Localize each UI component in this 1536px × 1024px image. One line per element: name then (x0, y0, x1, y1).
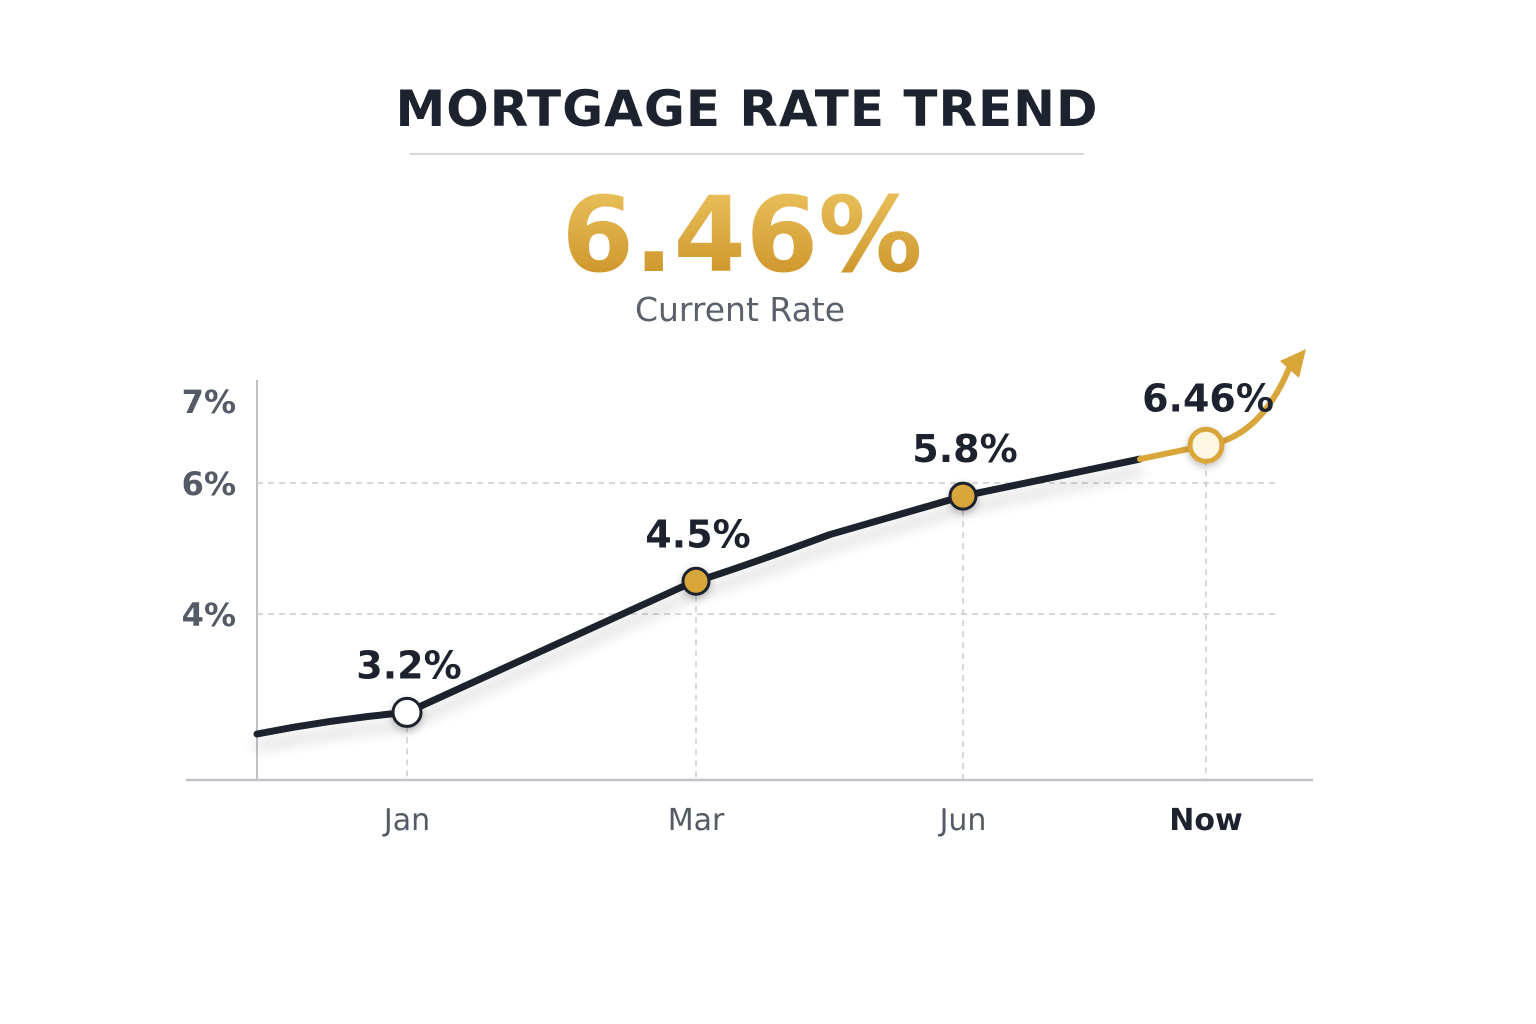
x-tick-label-mar: Mar (668, 803, 725, 838)
data-point-now (1187, 426, 1225, 464)
chart-title: MORTGAGE RATE TREND (395, 80, 1099, 138)
x-tick-label-jun: Jun (938, 803, 987, 838)
current-rate-value: 6.46% (0, 178, 1484, 293)
title-divider (410, 153, 1084, 155)
x-tick-label-now: Now (1169, 803, 1242, 838)
data-point-jun (948, 481, 978, 511)
y-tick-label-2: 7% (182, 383, 236, 421)
series-line (253, 455, 1144, 738)
data-point-mar (681, 566, 711, 596)
trend-arrow-icon (1280, 349, 1306, 378)
x-tick-label-jan: Jan (382, 803, 430, 838)
y-tick-label-1: 6% (182, 465, 236, 503)
y-tick-label-0: 4% (182, 596, 236, 634)
data-label-now: 6.46% (1142, 376, 1274, 420)
data-label-mar: 4.5% (645, 512, 750, 556)
data-point-jan (391, 696, 423, 728)
data-label-jun: 5.8% (912, 427, 1017, 471)
current-rate-label: Current Rate (634, 290, 846, 329)
data-label-jan: 3.2% (356, 643, 461, 687)
